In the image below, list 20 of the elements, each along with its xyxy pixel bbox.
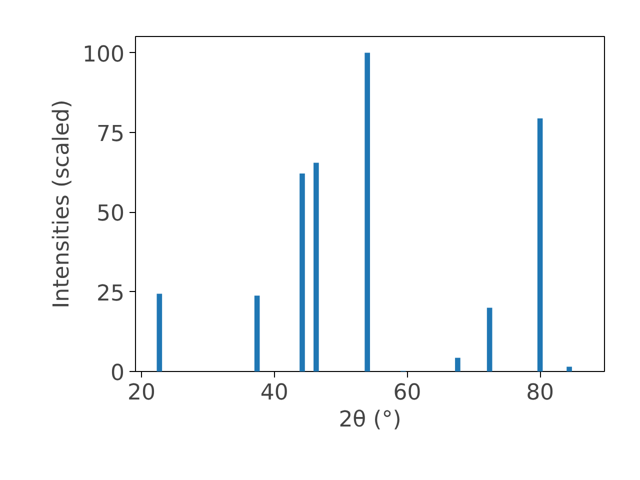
bar <box>314 162 319 372</box>
y-tick-label: 25 <box>96 281 125 306</box>
x-tick-label: 80 <box>526 380 554 406</box>
bar <box>364 52 370 372</box>
bar <box>486 308 492 372</box>
bar <box>300 174 305 372</box>
y-tick-label: 50 <box>96 202 125 227</box>
bar <box>156 294 162 372</box>
x-tick-label: 20 <box>127 380 156 406</box>
bar <box>537 118 543 372</box>
y-axis-title: Intensities (scaled) <box>50 100 75 308</box>
y-tick-label: 0 <box>110 361 125 386</box>
x-axis-title: 2θ (°) <box>338 408 402 432</box>
bar <box>254 296 260 372</box>
bar <box>455 358 460 372</box>
x-tick-label: 60 <box>393 380 422 406</box>
y-tick-label: 75 <box>96 122 125 147</box>
x-tick-label: 40 <box>260 380 288 406</box>
bar <box>566 366 572 372</box>
y-tick-label: 100 <box>82 42 125 68</box>
